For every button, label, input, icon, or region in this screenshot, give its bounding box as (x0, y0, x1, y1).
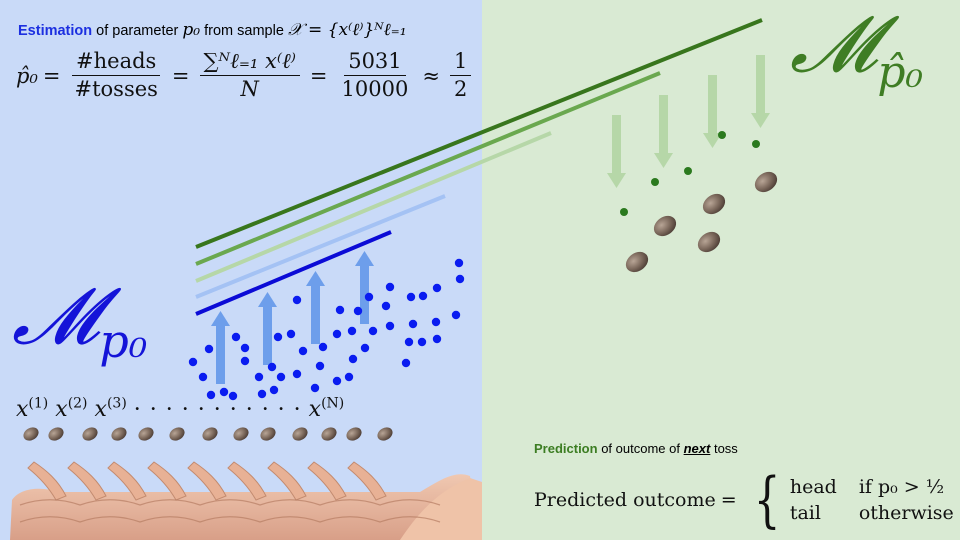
sample-dots (188, 258, 465, 401)
coin-icon (346, 427, 362, 441)
prediction-cases: head if p₀ > ½ tail otherwise (790, 476, 954, 524)
up-arrow-icon (258, 292, 277, 365)
coin-icon (292, 427, 308, 441)
estimation-text-1: of parameter (96, 23, 179, 39)
coin-icon (82, 427, 98, 441)
fraction-numerator: 1 (453, 49, 468, 73)
prediction-keyword: Prediction (534, 441, 598, 456)
down-arrow-icon (751, 55, 770, 128)
parameter-symbol: p₀ (182, 20, 201, 40)
coin-icon (202, 427, 218, 441)
sample-ellipsis: · · · · · · · · · · · (133, 397, 302, 423)
model-estimated-label: 𝓜p̂₀ (790, 0, 923, 98)
estimation-text-2: from sample (204, 23, 284, 39)
fraction-numerator: ∑ᴺℓ₌₁ x⁽ℓ⁾ (199, 49, 300, 77)
model-true-label: 𝓜p₀ (12, 272, 147, 368)
coin-icon (260, 427, 276, 441)
coin-icon (138, 427, 154, 441)
case-head-value: head (789, 476, 837, 498)
hand-icon (10, 474, 482, 540)
equals-sign: = (309, 63, 328, 88)
estimation-title: Estimation of parameter p₀ from sample 𝒳… (18, 20, 407, 40)
up-arrow-icon (211, 311, 230, 384)
coin-icon (702, 193, 726, 215)
green-down-arrows (607, 55, 770, 188)
model-subscript: p̂₀ (877, 47, 924, 98)
prediction-text-1: of outcome of (601, 441, 680, 456)
predicted-coins (625, 171, 778, 273)
brace-icon: { (753, 465, 781, 535)
coin-icon (697, 231, 721, 253)
fraction-heads-tosses: #heads #tosses (70, 49, 161, 102)
down-arrow-icon (703, 75, 722, 148)
prediction-lhs: Predicted outcome (534, 489, 716, 511)
fraction-counts: 5031 10000 (338, 49, 413, 102)
trend-lines (195, 18, 763, 316)
coin-icon (48, 427, 64, 441)
up-arrow-icon (306, 271, 325, 344)
approx-sign: ≈ (422, 63, 440, 88)
sample-coins (23, 427, 393, 441)
sample-set: 𝒳 = {x⁽ℓ⁾}ᴺℓ₌₁ (287, 20, 407, 40)
fraction-denominator: 10000 (341, 77, 409, 102)
sample-xN: x(N) (308, 396, 345, 423)
coin-icon (23, 427, 39, 441)
down-arrow-icon (607, 115, 626, 188)
coin-icon (754, 171, 778, 193)
case-head-condition: if p₀ > ½ (858, 476, 945, 498)
coin-icon (111, 427, 127, 441)
samples-row: x(1) x(2) x(3) · · · · · · · · · · · x(N… (16, 396, 344, 422)
case-tail-condition: otherwise (858, 502, 954, 524)
equals-sign: = (171, 63, 190, 88)
fraction-numerator: 5031 (344, 49, 406, 77)
model-symbol: 𝓜 (12, 272, 100, 362)
equals-sign: = (42, 63, 61, 88)
model-subscript: p₀ (99, 314, 148, 368)
hands-illustration (10, 461, 482, 540)
up-arrow-icon (355, 251, 374, 324)
prediction-panel (482, 0, 960, 540)
prediction-title: Prediction of outcome of next toss (534, 441, 738, 456)
predicted-dots (620, 131, 760, 216)
coin-icon (321, 427, 337, 441)
blue-up-arrows (211, 251, 374, 384)
equals-sign: = (720, 489, 737, 511)
estimation-panel (0, 0, 482, 540)
estimate-lhs: p̂₀ (16, 63, 38, 88)
prediction-next: next (683, 441, 711, 456)
line-light-blue (195, 194, 446, 299)
down-arrow-icon (654, 95, 673, 168)
fingers-row (27, 461, 387, 501)
model-symbol: 𝓜 (790, 0, 878, 90)
coin-icon (377, 427, 393, 441)
fraction-sum: ∑ᴺℓ₌₁ x⁽ℓ⁾ N (199, 49, 300, 102)
fraction-denominator: N (240, 77, 259, 102)
fraction-half: 1 2 (449, 49, 472, 101)
coin-icon (653, 215, 677, 237)
estimate-formula: p̂₀ = #heads #tosses = ∑ᴺℓ₌₁ x⁽ℓ⁾ N = 50… (16, 49, 476, 102)
sample-x2: x(2) (55, 396, 88, 423)
sample-x3: x(3) (94, 396, 127, 423)
line-dark-green (195, 18, 763, 249)
coin-icon (233, 427, 249, 441)
prediction-text-2: toss (713, 441, 738, 456)
line-blue (195, 230, 392, 316)
knuckles-row (19, 499, 441, 523)
fraction-denominator: 2 (449, 75, 472, 101)
sample-x1: x(1) (16, 396, 49, 423)
line-light-green (195, 131, 552, 283)
case-tail-value: tail (789, 502, 821, 524)
prediction-formula: Predicted outcome = { head if p₀ > ½ tai… (534, 470, 954, 530)
coin-icon (625, 251, 649, 273)
coin-icon (169, 427, 185, 441)
fraction-numerator: #heads (72, 49, 161, 77)
estimation-keyword: Estimation (18, 23, 93, 39)
fraction-denominator: #tosses (74, 77, 158, 102)
line-green (195, 71, 661, 266)
